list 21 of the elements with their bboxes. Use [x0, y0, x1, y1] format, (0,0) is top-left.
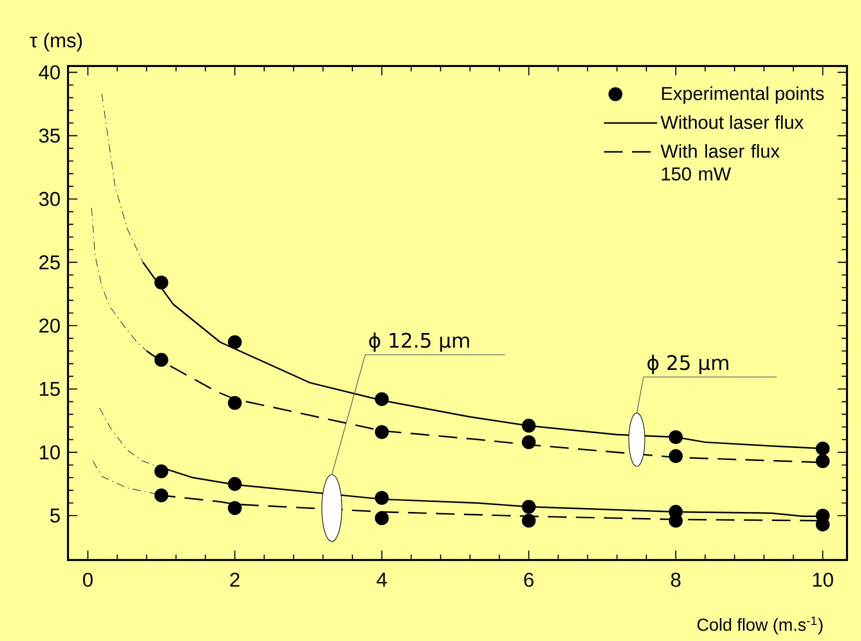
x-axis-title: Cold flow (m.s$^{-1}$): [697, 616, 823, 634]
y-tick-label: 25: [39, 255, 60, 270]
y-axis-title: τ (ms): [30, 32, 82, 52]
y-tick-label: 35: [39, 128, 60, 143]
y-tick-label: 30: [39, 192, 60, 206]
y-tick-label: 10: [40, 445, 60, 460]
annotation: ϕ 12.5 µm: [369, 332, 470, 352]
y-tick-label: 20: [39, 318, 60, 333]
x-tick-label: 4: [376, 572, 387, 586]
legend-label: Experimental points: [662, 86, 824, 104]
y-tick-label: 15: [40, 382, 60, 396]
annotation: ϕ 25 µm: [648, 354, 728, 374]
y-tick-label: 5: [50, 508, 60, 523]
x-tick-label: 2: [230, 572, 240, 587]
x-tick-label: 8: [671, 572, 680, 587]
legend-label: With laser flux 150 mW: [660, 144, 780, 181]
x-tick-label: 0: [83, 572, 93, 587]
x-tick-label: 10: [813, 572, 834, 587]
legend-label: Without laser flux: [660, 115, 804, 129]
x-tick-label: 6: [524, 572, 534, 587]
y-tick-label: 40: [38, 65, 60, 80]
